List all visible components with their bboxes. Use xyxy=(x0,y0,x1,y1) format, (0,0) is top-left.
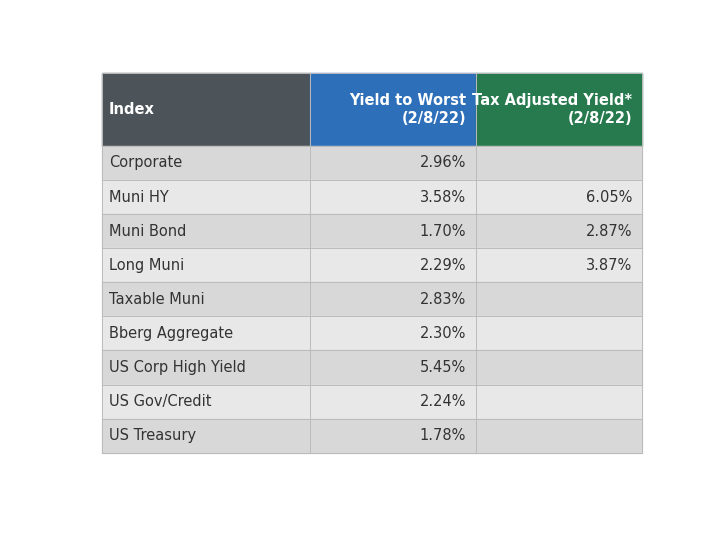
Bar xyxy=(102,384,643,418)
Text: Corporate: Corporate xyxy=(110,156,182,171)
Text: 1.70%: 1.70% xyxy=(420,224,466,239)
Bar xyxy=(476,73,642,146)
Bar xyxy=(102,418,643,453)
Text: Index: Index xyxy=(109,102,155,117)
Text: US Corp High Yield: US Corp High Yield xyxy=(110,360,246,375)
Text: 2.83%: 2.83% xyxy=(420,292,466,307)
Text: 2.30%: 2.30% xyxy=(420,326,466,341)
Text: Yield to Worst
(2/8/22): Yield to Worst (2/8/22) xyxy=(349,93,466,126)
Text: 2.96%: 2.96% xyxy=(420,156,466,171)
Text: Taxable Muni: Taxable Muni xyxy=(110,292,205,307)
Bar xyxy=(102,73,310,146)
Text: 2.24%: 2.24% xyxy=(420,394,466,409)
Text: 3.87%: 3.87% xyxy=(586,258,632,273)
Bar xyxy=(102,180,643,214)
Bar xyxy=(102,316,643,350)
Text: US Treasury: US Treasury xyxy=(110,428,197,443)
Text: 5.45%: 5.45% xyxy=(420,360,466,375)
Bar xyxy=(102,214,643,248)
Bar xyxy=(102,350,643,384)
Text: Muni HY: Muni HY xyxy=(110,190,169,205)
Bar xyxy=(102,146,643,180)
Bar xyxy=(102,248,643,282)
Text: Bberg Aggregate: Bberg Aggregate xyxy=(110,326,234,341)
Text: 1.78%: 1.78% xyxy=(420,428,466,443)
Text: 6.05%: 6.05% xyxy=(586,190,632,205)
Text: Muni Bond: Muni Bond xyxy=(110,224,187,239)
Text: US Gov/Credit: US Gov/Credit xyxy=(110,394,212,409)
Text: 2.29%: 2.29% xyxy=(420,258,466,273)
Text: Long Muni: Long Muni xyxy=(110,258,184,273)
Bar xyxy=(310,73,476,146)
Bar xyxy=(102,282,643,316)
Text: 3.58%: 3.58% xyxy=(420,190,466,205)
Text: 2.87%: 2.87% xyxy=(586,224,632,239)
Text: Tax Adjusted Yield*
(2/8/22): Tax Adjusted Yield* (2/8/22) xyxy=(472,93,632,126)
